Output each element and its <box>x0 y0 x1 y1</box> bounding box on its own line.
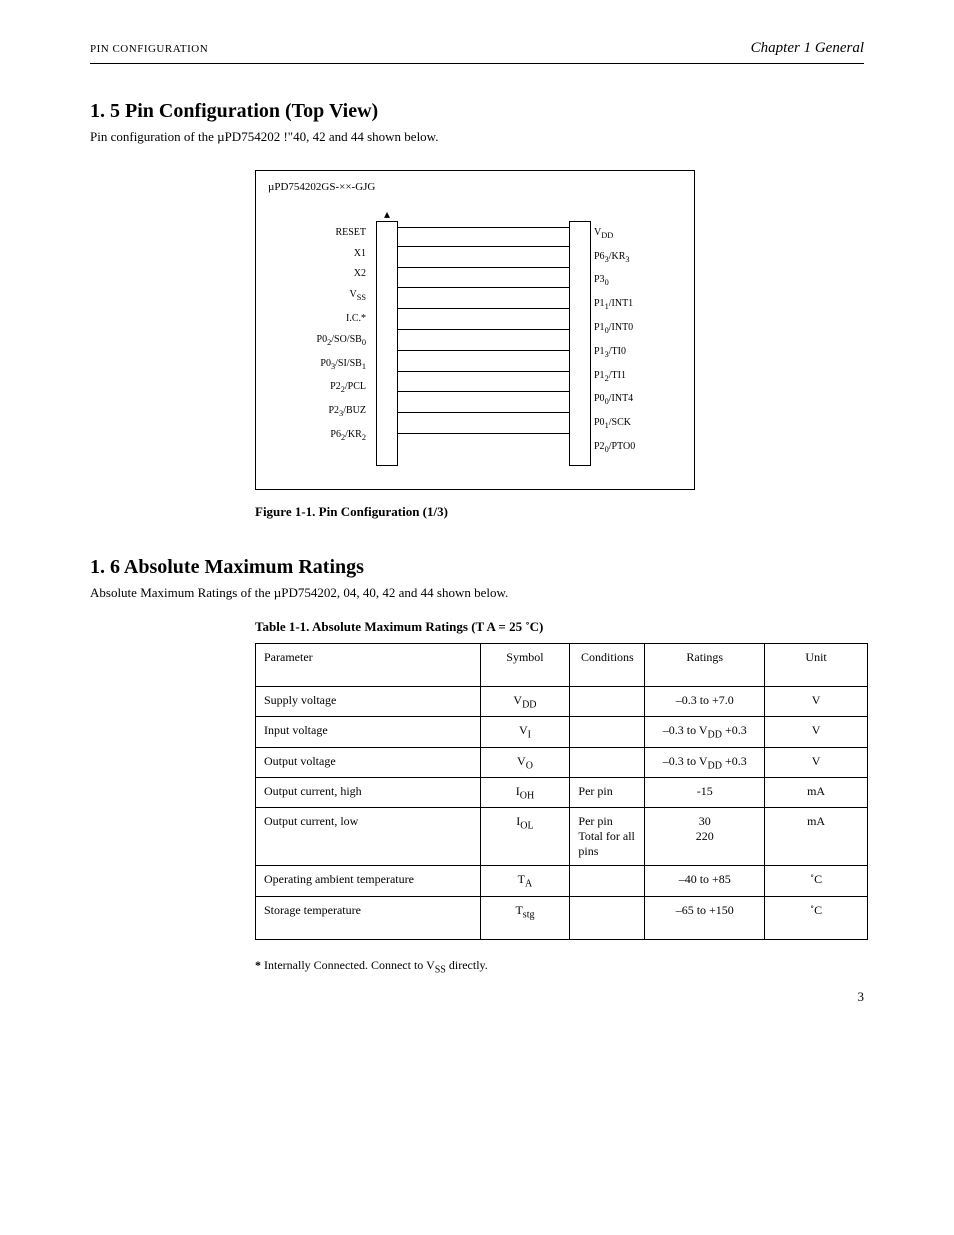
table-cell: IOH <box>480 778 570 808</box>
table-cell: Output voltage <box>256 747 481 777</box>
table-cell: VO <box>480 747 570 777</box>
figure-caption: Figure 1-1. Pin Configuration (1/3) <box>255 504 864 520</box>
figure-part-label: µPD754202GS-××-GJG <box>268 181 375 193</box>
table-row: Output current, lowIOLPer pinTotal for a… <box>256 808 868 866</box>
connector-rung: 219 <box>398 248 569 269</box>
connector-rung: 417 <box>398 289 569 310</box>
col-ratings: Ratings <box>645 643 765 686</box>
table-row: Input voltageVI –0.3 to VDD +0.3V <box>256 717 868 747</box>
connector-rung: 318 <box>398 268 569 289</box>
table-cell <box>570 896 645 939</box>
section-2-title: 1. 6 Absolute Maximum Ratings <box>90 556 864 579</box>
table-cell: Storage temperature <box>256 896 481 939</box>
table-header-row: Parameter Symbol Conditions Ratings Unit <box>256 643 868 686</box>
table-row: Supply voltageVDD –0.3 to +7.0V <box>256 686 868 716</box>
header-subject: PIN CONFIGURATION <box>90 43 208 55</box>
col-unit: Unit <box>765 643 868 686</box>
footnote: * Internally Connected. Connect to VSS d… <box>255 958 864 975</box>
connector-right-bar <box>569 221 591 466</box>
connector-rung: 516 <box>398 310 569 331</box>
table-cell: VDD <box>480 686 570 716</box>
pin-configuration-figure: µPD754202GS-××-GJG RESETX1X2VSSI.C.*P02/… <box>255 170 695 490</box>
table-cell: Operating ambient temperature <box>256 866 481 896</box>
table-cell: V <box>765 717 868 747</box>
right-pin-names: VDDP63/KR3P30P11/INT1P10/INT0P13/TI0P12/… <box>594 223 684 461</box>
table-cell: VI <box>480 717 570 747</box>
connector-left-bar <box>376 221 398 466</box>
table-cell: Per pin <box>570 778 645 808</box>
table-cell: TA <box>480 866 570 896</box>
table-cell: Supply voltage <box>256 686 481 716</box>
connector-rung: 813 <box>398 372 569 393</box>
col-parameter: Parameter <box>256 643 481 686</box>
table-cell: –0.3 to VDD +0.3 <box>645 717 765 747</box>
table-cell: –0.3 to VDD +0.3 <box>645 747 765 777</box>
table-cell: IOL <box>480 808 570 866</box>
left-pin-names: RESETX1X2VSSI.C.*P02/SO/SB0P03/SI/SB1P22… <box>266 223 366 449</box>
table-cell: 30220 <box>645 808 765 866</box>
table-cell <box>570 747 645 777</box>
table-cell: Output current, low <box>256 808 481 866</box>
table-cell: mA <box>765 778 868 808</box>
table-cell: ˚C <box>765 866 868 896</box>
table-cell: Input voltage <box>256 717 481 747</box>
table-row: Operating ambient temperatureTA –40 to +8… <box>256 866 868 896</box>
absolute-max-ratings-table: Parameter Symbol Conditions Ratings Unit… <box>255 643 868 940</box>
header-rule <box>90 63 864 64</box>
table-row: Output current, highIOHPer pin-15mA <box>256 778 868 808</box>
table-row: Storage temperature Tstg –65 to +150˚C <box>256 896 868 939</box>
table-cell: V <box>765 747 868 777</box>
table-cell: Tstg <box>480 896 570 939</box>
page-number: 3 <box>858 989 865 1005</box>
table-cell: Output current, high <box>256 778 481 808</box>
connector-rung: 120 <box>398 227 569 248</box>
connector-rung: 714 <box>398 352 569 373</box>
table-cell: ˚C <box>765 896 868 939</box>
connector-rung: 912 <box>398 393 569 414</box>
section-1-title: 1. 5 Pin Configuration (Top View) <box>90 100 864 123</box>
table-cell <box>570 686 645 716</box>
table-cell: –40 to +85 <box>645 866 765 896</box>
connector-body: 1202193184175166157148139121011 ▴ ▾ <box>376 221 591 466</box>
arrow-up-icon: ▴ <box>384 207 390 222</box>
section-2-sub: Absolute Maximum Ratings of the µPD75420… <box>90 585 864 601</box>
header-chapter: Chapter 1 General <box>751 40 864 57</box>
table-cell: -15 <box>645 778 765 808</box>
table-cell: V <box>765 686 868 716</box>
table-cell <box>570 866 645 896</box>
table-cell: –0.3 to +7.0 <box>645 686 765 716</box>
table-caption: Table 1-1. Absolute Maximum Ratings (T A… <box>255 619 864 635</box>
connector-rung: 615 <box>398 331 569 352</box>
table-row: Output voltageVO –0.3 to VDD +0.3V <box>256 747 868 777</box>
table-cell <box>570 717 645 747</box>
table-cell: –65 to +150 <box>645 896 765 939</box>
table-cell: mA <box>765 808 868 866</box>
section-1-sub: Pin configuration of the µPD754202 !"40,… <box>90 129 864 146</box>
col-conditions: Conditions <box>570 643 645 686</box>
table-cell: Per pinTotal for all pins <box>570 808 645 866</box>
connector-rung: 1011 <box>398 414 569 435</box>
col-symbol: Symbol <box>480 643 570 686</box>
